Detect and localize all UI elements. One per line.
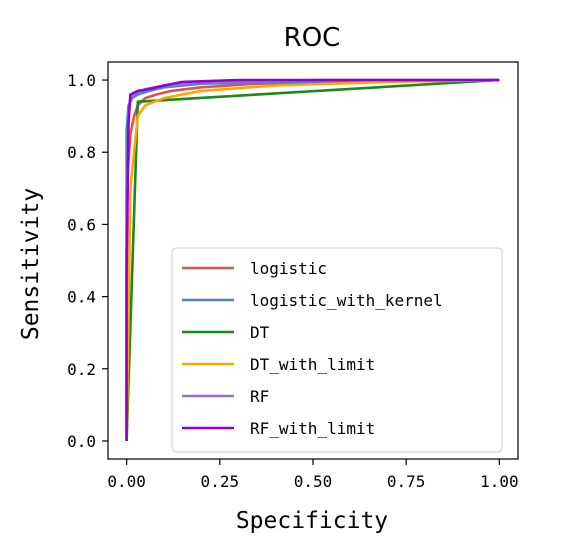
x-tick-label: 0.75 xyxy=(387,472,426,491)
legend-label: logistic_with_kernel xyxy=(250,291,443,310)
series-line-RF-with-limit xyxy=(125,78,500,441)
ticks-layer: 0.00 0.25 0.50 0.75 1.00 0.0 0.2 0.4 0.6 0.8 1.0 xyxy=(67,71,519,491)
chart-title: ROC xyxy=(284,23,341,53)
y-tick-label: 0.0 xyxy=(67,432,96,451)
y-tick-label: 0.8 xyxy=(67,143,96,162)
legend-label: RF_with_limit xyxy=(250,419,375,438)
series-line-DT-with-limit xyxy=(125,78,500,442)
legend-label: logistic xyxy=(250,259,327,278)
legend-box xyxy=(171,247,503,453)
legend: logistic logistic_with_kernel DT DT_with_li… xyxy=(171,247,503,453)
x-tick-label: 0.50 xyxy=(294,472,333,491)
x-tick-label: 0.00 xyxy=(107,472,146,491)
x-tick-label: 0.25 xyxy=(201,472,240,491)
x-axis-label: Specificity xyxy=(236,508,388,534)
y-tick-label: 0.6 xyxy=(67,215,96,234)
series-line-DT xyxy=(125,78,500,442)
y-tick-label: 0.2 xyxy=(67,360,96,379)
legend-label: DT_with_limit xyxy=(250,355,375,374)
y-axis-label: Sensitivity xyxy=(18,188,44,340)
y-tick-label: 1.0 xyxy=(67,71,96,90)
series-layer xyxy=(125,78,500,442)
legend-label: RF xyxy=(250,387,269,406)
x-tick-label: 1.00 xyxy=(480,472,519,491)
legend-label: DT xyxy=(250,323,270,342)
series-line-logistic xyxy=(125,78,500,441)
y-tick-label: 0.4 xyxy=(67,288,96,307)
